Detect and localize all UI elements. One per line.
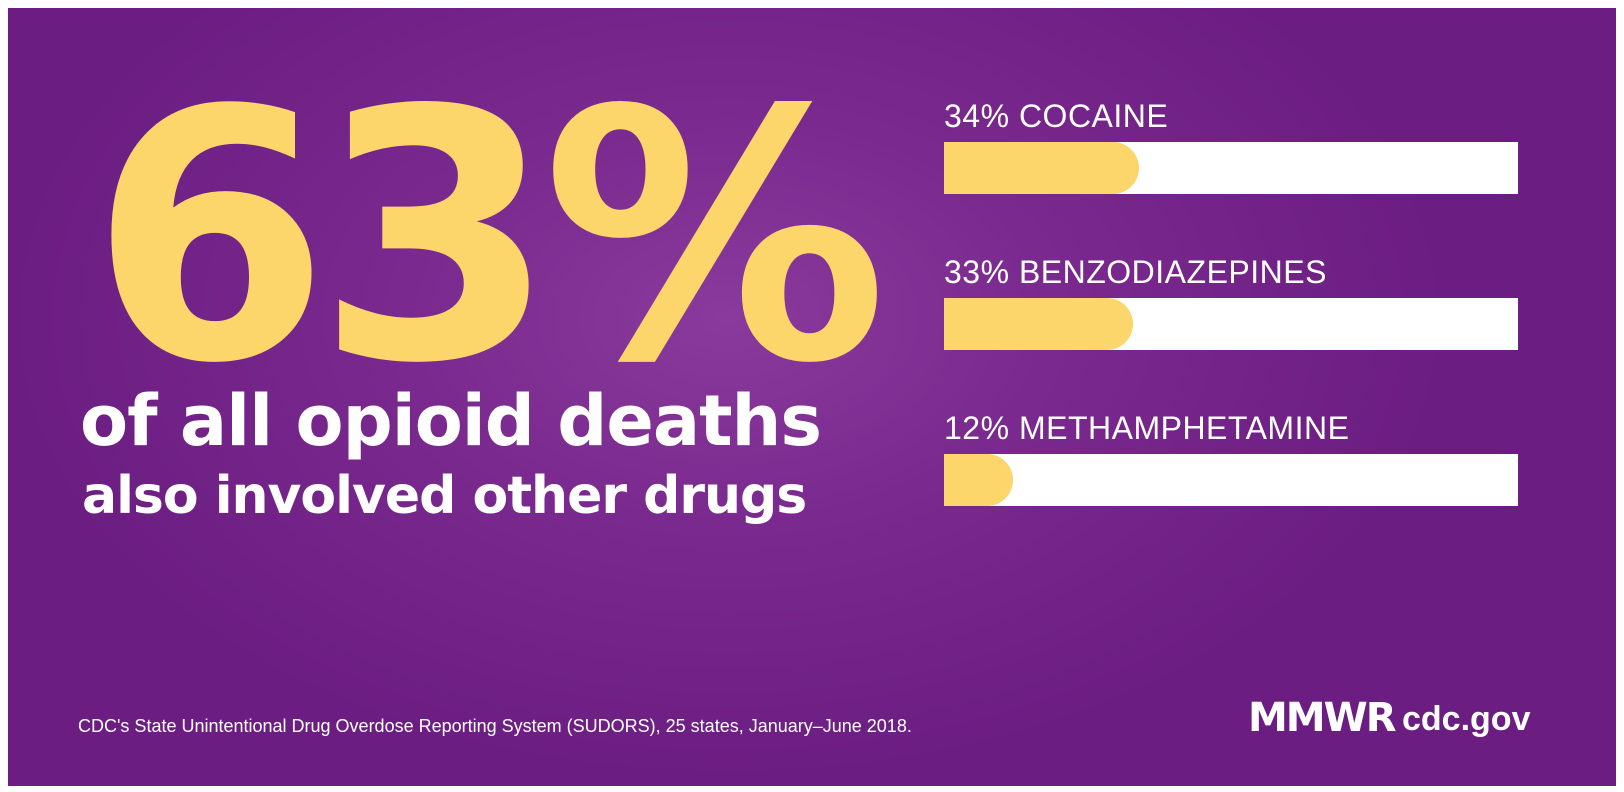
bar-label: 34% COCAINE <box>944 98 1169 134</box>
headline-percentage: 63% <box>90 38 888 439</box>
cdc-domain: cdc.gov <box>1402 700 1531 738</box>
bar-track <box>944 454 1518 506</box>
infographic: 63% of all opioid deaths also involved o… <box>8 8 1616 786</box>
headline-line-1: of all opioid deaths <box>80 380 822 462</box>
bar-group-methamphetamine: 12% METHAMPHETAMINE <box>944 412 1544 512</box>
source-footnote: CDC's State Unintentional Drug Overdose … <box>78 716 912 736</box>
bar-fill <box>944 298 1133 350</box>
bar-group-cocaine: 34% COCAINE <box>944 100 1544 200</box>
bar-label: 12% METHAMPHETAMINE <box>944 410 1350 446</box>
bar-track <box>944 142 1518 194</box>
bar-track <box>944 298 1518 350</box>
bar-fill <box>944 142 1139 194</box>
bar-group-benzodiazepines: 33% BENZODIAZEPINES <box>944 256 1544 356</box>
bar-fill <box>944 454 1013 506</box>
bar-chart: 34% COCAINE 33% BENZODIAZEPINES 12% METHAM… <box>944 8 1544 608</box>
bar-label: 33% BENZODIAZEPINES <box>944 254 1327 290</box>
mmwr-logo: MMWR <box>1248 695 1397 741</box>
headline-line-2: also involved other drugs <box>82 466 807 526</box>
